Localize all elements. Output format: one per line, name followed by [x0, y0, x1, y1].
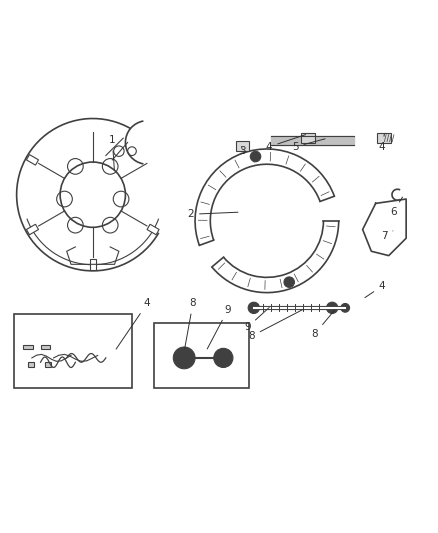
Text: 4: 4 — [365, 281, 385, 297]
Text: 9: 9 — [207, 305, 231, 349]
Text: 3: 3 — [240, 146, 246, 156]
Bar — [147, 224, 159, 235]
Text: 8: 8 — [185, 298, 196, 349]
FancyBboxPatch shape — [45, 362, 51, 367]
Text: 1: 1 — [109, 135, 116, 170]
Text: 5: 5 — [292, 139, 325, 152]
Text: 4: 4 — [266, 135, 306, 152]
Circle shape — [250, 151, 261, 161]
Circle shape — [326, 302, 338, 313]
FancyBboxPatch shape — [23, 345, 33, 349]
Text: 4: 4 — [379, 134, 385, 152]
Bar — [26, 155, 39, 165]
Circle shape — [214, 349, 233, 367]
Text: 7: 7 — [381, 231, 393, 241]
Circle shape — [248, 302, 259, 313]
Polygon shape — [363, 199, 406, 256]
FancyBboxPatch shape — [237, 141, 249, 151]
FancyBboxPatch shape — [154, 323, 250, 389]
Text: 8: 8 — [248, 309, 304, 341]
Text: 2: 2 — [187, 209, 238, 219]
Circle shape — [284, 277, 294, 287]
FancyBboxPatch shape — [28, 362, 34, 367]
Circle shape — [341, 303, 350, 312]
FancyBboxPatch shape — [301, 133, 315, 143]
Text: 8: 8 — [311, 310, 335, 339]
Circle shape — [173, 347, 195, 369]
Text: 6: 6 — [390, 197, 403, 217]
Bar — [90, 259, 96, 270]
Text: 4: 4 — [116, 298, 151, 349]
FancyBboxPatch shape — [14, 314, 132, 389]
FancyBboxPatch shape — [41, 345, 50, 349]
Text: 9: 9 — [244, 308, 269, 333]
Bar — [26, 224, 39, 235]
FancyBboxPatch shape — [378, 133, 391, 143]
